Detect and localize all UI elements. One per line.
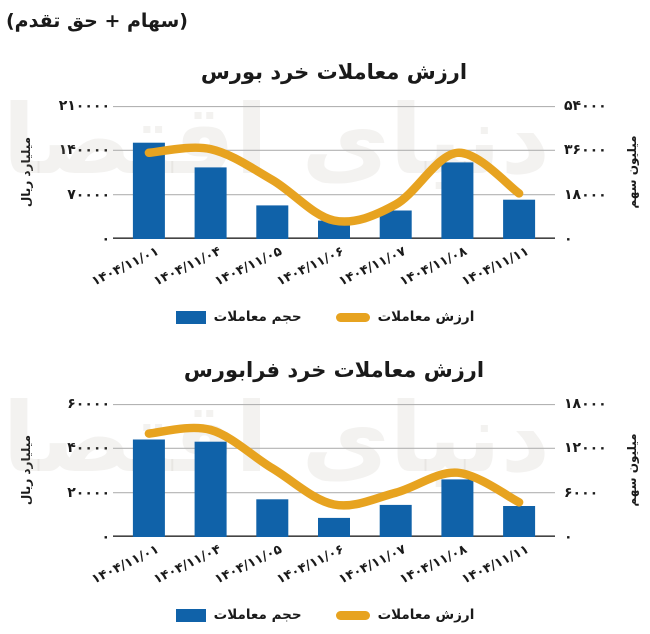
volume-bar [132, 142, 165, 239]
y-axis-tick-label: ۱۴۰۰۰۰ [58, 142, 110, 159]
plot-area: دنیای اقتصاد [0, 382, 555, 538]
volume-bar [256, 205, 289, 239]
chart-svg [113, 404, 555, 538]
value-line [144, 423, 524, 510]
x-axis-labels: ۱۴۰۴/۱۱/۰۱ ۱۴۰۴/۱۱/۰۴ ۱۴۰۴/۱۱/۰۵ ۱۴۰۴/۱۱/۰۶… [89, 242, 550, 304]
y-axis-tick-label: ۶۰۰۰ [564, 484, 599, 501]
y-axis-tick-label: ۳۶۰۰۰ [564, 142, 607, 159]
volume-bar [318, 517, 350, 537]
y-axis-tick-label: ۰ [564, 231, 573, 247]
volume-bar [256, 499, 289, 537]
value-legend-swatch-icon [335, 312, 370, 322]
volume-bar [194, 167, 227, 239]
legend: حجم معاملات ارزش معاملات [0, 306, 650, 328]
volume-legend-swatch-icon [175, 310, 206, 324]
y-axis-tick-label: ۵۴۰۰۰ [564, 98, 607, 114]
header-note: (سهام + حق تقدم) [6, 10, 188, 32]
right-axis-tick-labels: ۰ ۱۸۰۰۰ ۳۶۰۰۰ ۵۴۰۰۰ [560, 98, 650, 247]
left-axis-tick-labels: ۰ ۷۰۰۰۰ ۱۴۰۰۰۰ ۲۱۰۰۰۰ [0, 98, 110, 247]
plot-area: دنیای اقتصاد [0, 84, 555, 240]
left-axis-tick-labels: ۰ ۲۰۰۰۰ ۴۰۰۰۰ ۶۰۰۰۰ [0, 396, 110, 545]
legend: حجم معاملات ارزش معاملات [0, 604, 650, 626]
volume-bar [503, 199, 536, 239]
volume-bar [503, 506, 536, 537]
volume-bar [379, 210, 412, 239]
volume-legend-swatch-icon [175, 608, 206, 622]
y-axis-tick-label: ۰ [101, 231, 110, 247]
y-axis-tick-label: ۴۰۰۰۰ [67, 440, 110, 457]
y-axis-tick-label: ۱۸۰۰۰ [564, 396, 607, 412]
volume-legend-label: حجم معاملات [213, 309, 302, 325]
y-axis-tick-label: ۰ [101, 529, 110, 545]
right-axis-tick-labels: ۰ ۶۰۰۰ ۱۲۰۰۰ ۱۸۰۰۰ [560, 396, 650, 545]
value-legend-label: ارزش معاملات [377, 607, 475, 623]
chart-bourse: ارزش معاملات خرد بورس میلیارد ریال میلیو… [0, 60, 650, 352]
y-axis-tick-label: ۱۲۰۰۰ [564, 440, 607, 457]
x-axis-labels: ۱۴۰۴/۱۱/۰۱ ۱۴۰۴/۱۱/۰۴ ۱۴۰۴/۱۱/۰۵ ۱۴۰۴/۱۱/۰۶… [89, 540, 550, 602]
y-axis-tick-label: ۶۰۰۰۰ [67, 396, 110, 412]
y-axis-tick-label: ۲۱۰۰۰۰ [58, 98, 110, 114]
chart-svg [113, 106, 555, 240]
value-line [144, 143, 524, 226]
volume-bar [379, 504, 412, 537]
y-axis-tick-label: ۰ [564, 529, 573, 545]
value-legend-swatch-icon [335, 610, 370, 620]
volume-legend-label: حجم معاملات [213, 607, 302, 623]
chart-title: ارزش معاملات خرد فرابورس [183, 358, 485, 382]
volume-bar [441, 479, 474, 537]
value-legend-label: ارزش معاملات [377, 309, 475, 325]
volume-bar [441, 162, 474, 239]
volume-bar [132, 439, 165, 537]
chart-title: ارزش معاملات خرد بورس [200, 60, 468, 84]
chart-farabourse: ارزش معاملات خرد فرابورس میلیارد ریال می… [0, 358, 650, 634]
y-axis-tick-label: ۱۸۰۰۰ [564, 186, 607, 203]
y-axis-tick-label: ۷۰۰۰۰ [67, 186, 110, 203]
y-axis-tick-label: ۲۰۰۰۰ [67, 484, 110, 501]
volume-bar [194, 441, 227, 537]
